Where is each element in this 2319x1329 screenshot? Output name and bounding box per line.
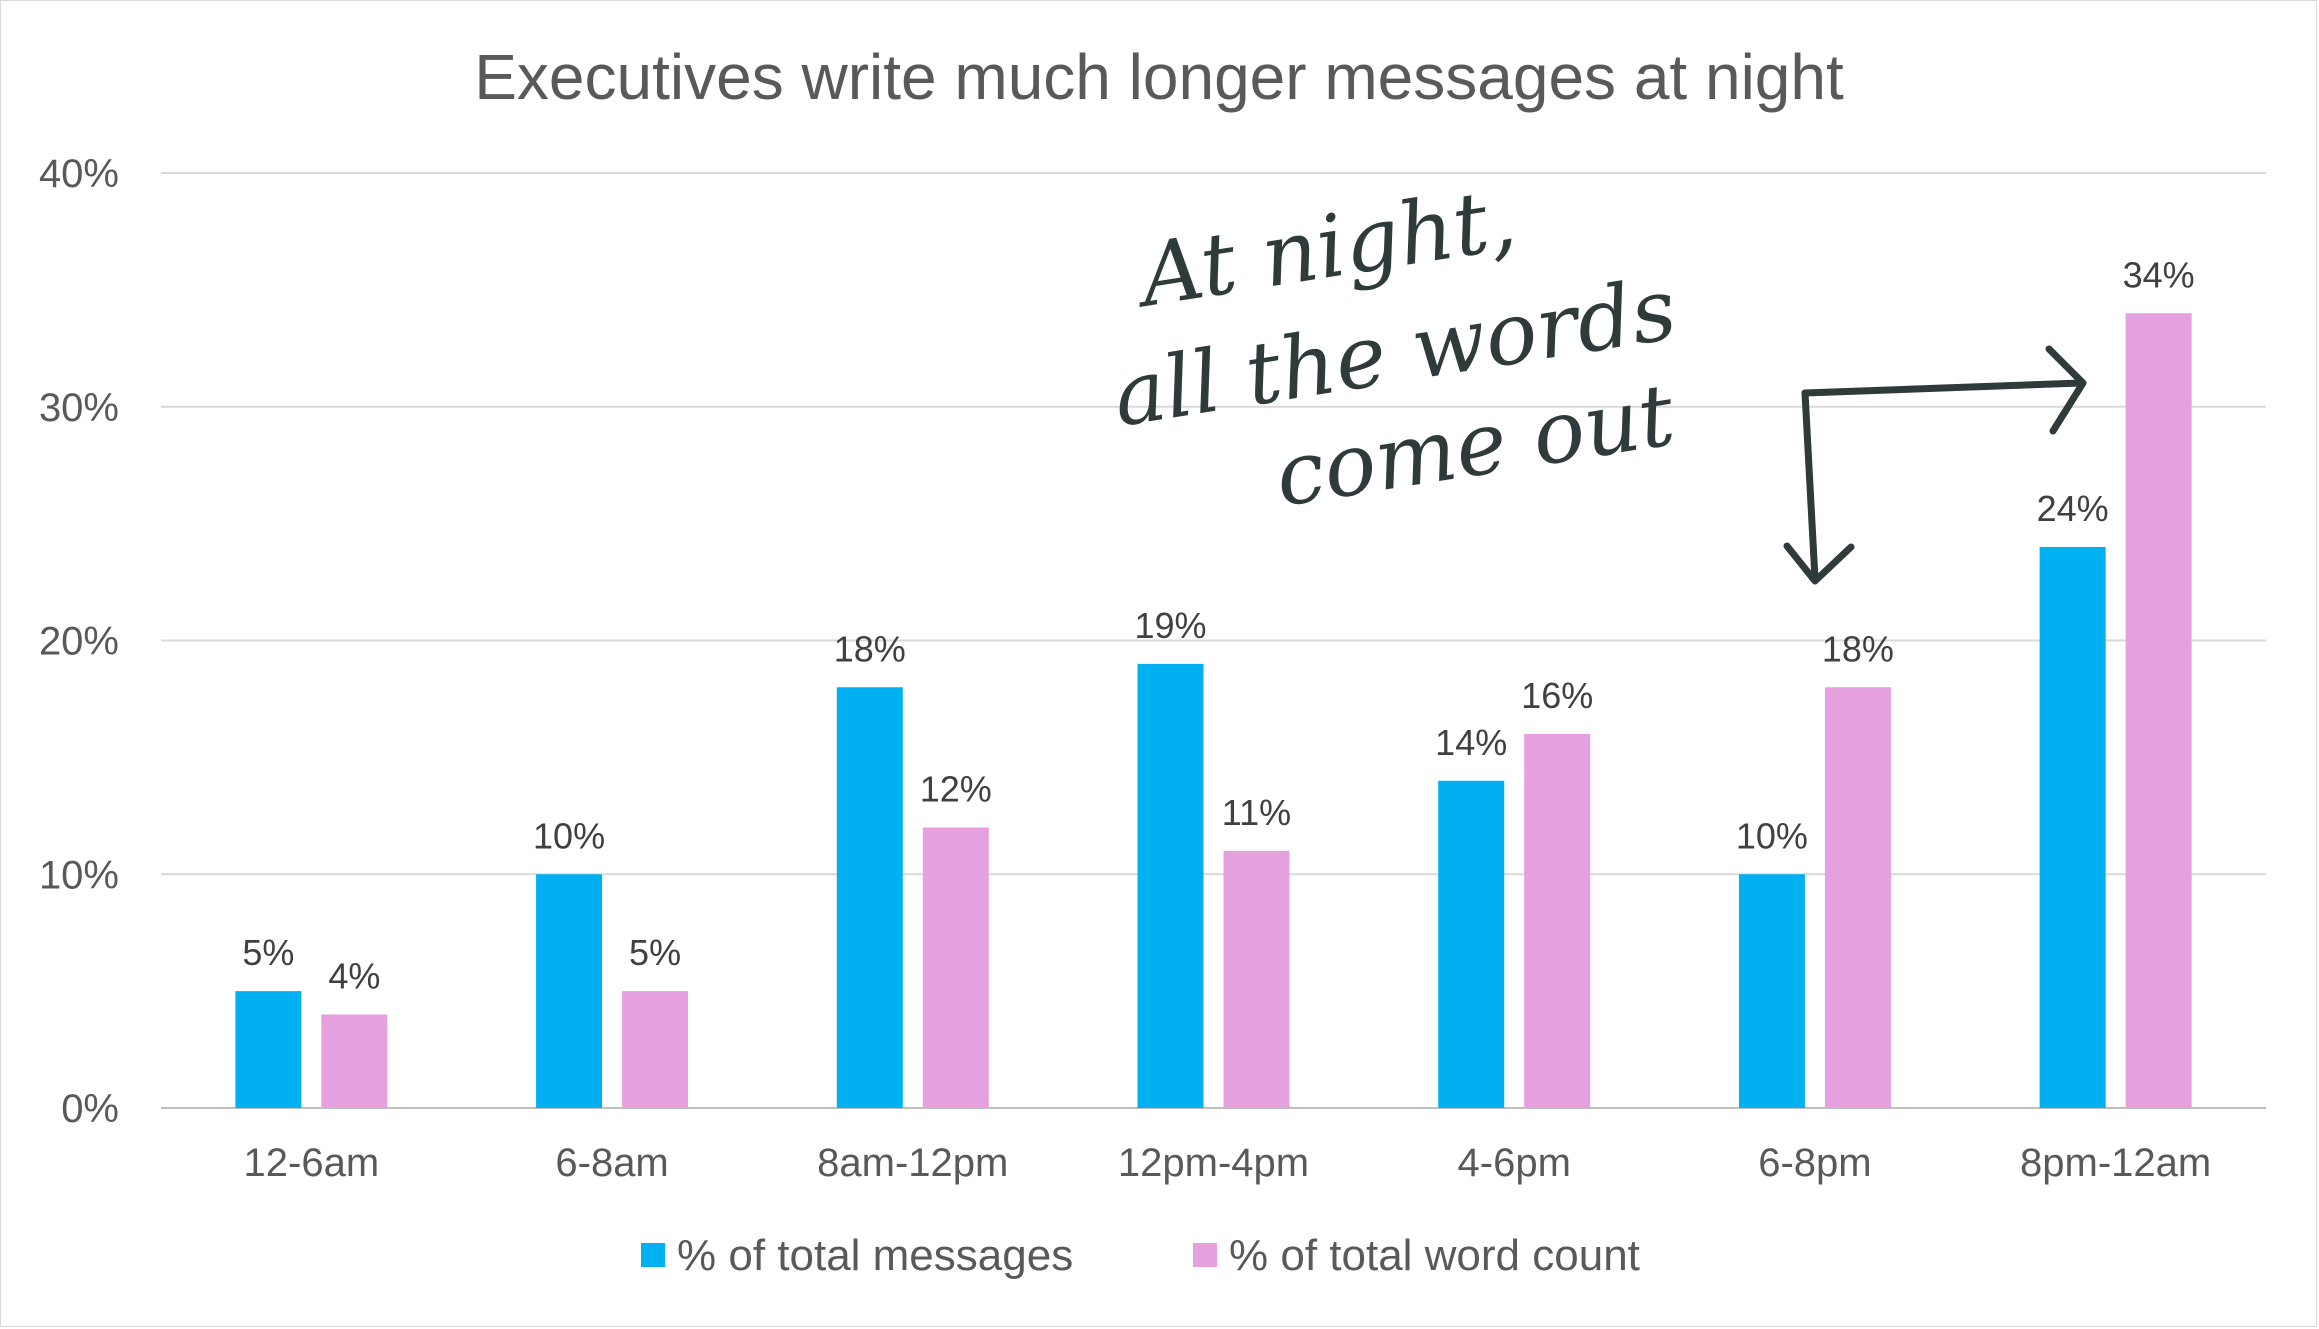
data-label: 10%	[533, 815, 605, 856]
bar-messages	[1438, 780, 1505, 1108]
legend-label: % of total messages	[677, 1231, 1073, 1280]
y-tick-label: 30%	[39, 386, 119, 430]
bar-word-count	[1524, 734, 1591, 1108]
bar-word-count	[922, 827, 989, 1108]
data-label: 16%	[1521, 675, 1593, 716]
x-category-label: 8pm-12am	[2020, 1141, 2211, 1185]
data-label: 18%	[1822, 628, 1894, 669]
arrow-down-head-icon	[1783, 542, 1855, 585]
x-category-label: 4-6pm	[1458, 1141, 1571, 1185]
annotation-arrow-down	[1801, 389, 1819, 583]
y-tick-label: 0%	[61, 1087, 119, 1131]
x-category-label: 12pm-4pm	[1118, 1141, 1309, 1185]
legend-label: % of total word count	[1229, 1231, 1640, 1280]
bar-word-count	[321, 1014, 388, 1108]
bar-messages	[1738, 874, 1805, 1108]
handwritten-annotation: At night, all the words come out	[1107, 169, 2087, 585]
data-label: 4%	[328, 956, 380, 997]
bar-messages	[836, 687, 903, 1108]
bar-messages	[1137, 663, 1204, 1108]
data-label: 19%	[1134, 605, 1206, 646]
y-tick-label: 10%	[39, 853, 119, 897]
x-category-label: 6-8am	[555, 1141, 668, 1185]
bars	[235, 313, 2192, 1108]
data-label: 24%	[2037, 488, 2109, 529]
legend: % of total messages % of total word count	[641, 1231, 1640, 1280]
data-label: 11%	[1222, 792, 1291, 833]
y-axis-ticks: 0% 10% 20% 30% 40%	[39, 152, 119, 1131]
bar-messages	[536, 874, 603, 1108]
data-label: 5%	[242, 932, 294, 973]
legend-swatch	[641, 1243, 665, 1267]
bar-word-count	[622, 991, 689, 1108]
data-label: 34%	[2123, 254, 2195, 295]
arrow-right-head-icon	[2045, 345, 2087, 435]
annotation-arrow	[1801, 379, 2085, 397]
gridlines	[161, 172, 2266, 1109]
x-axis-categories: 12-6am 6-8am 8am-12pm 12pm-4pm 4-6pm 6-8pm 8pm…	[244, 1141, 2212, 1185]
bar-messages	[2039, 547, 2106, 1108]
data-label: 12%	[920, 769, 992, 810]
data-label: 18%	[834, 628, 906, 669]
legend-swatch	[1193, 1243, 1217, 1267]
x-category-label: 12-6am	[244, 1141, 380, 1185]
y-tick-label: 20%	[39, 620, 119, 664]
bar-messages	[235, 991, 302, 1108]
data-label: 10%	[1736, 815, 1808, 856]
data-label: 14%	[1435, 722, 1507, 763]
y-tick-label: 40%	[39, 152, 119, 196]
bar-word-count	[1223, 850, 1290, 1108]
data-labels: 5% 4% 10% 5% 18% 12% 19% 11% 14% 16% 10% 18% 24% 34%	[242, 254, 2194, 996]
data-label: 5%	[629, 932, 681, 973]
bar-word-count	[2125, 313, 2192, 1108]
bar-word-count	[1824, 687, 1891, 1108]
x-category-label: 8am-12pm	[817, 1141, 1008, 1185]
x-category-label: 6-8pm	[1758, 1141, 1871, 1185]
chart-title: Executives write much longer messages at…	[474, 41, 1844, 113]
